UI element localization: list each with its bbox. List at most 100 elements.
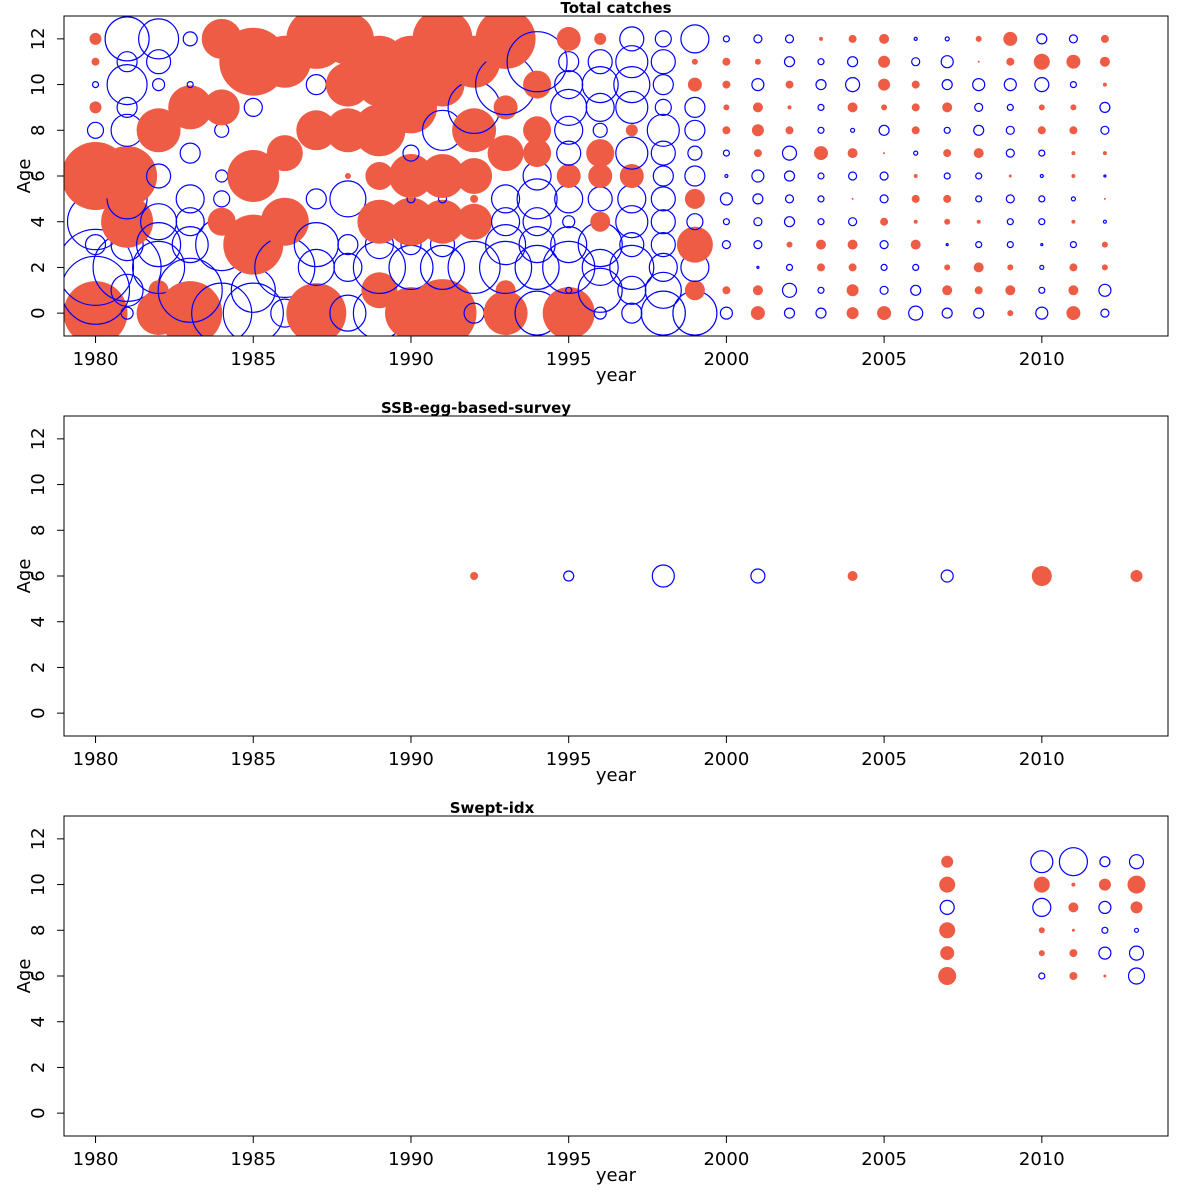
bubble-negative: [419, 244, 466, 290]
bubble-negative: [1102, 219, 1108, 224]
bubble-positive: [976, 219, 981, 224]
bubble-positive: [751, 124, 764, 137]
bubble-negative: [1038, 972, 1046, 980]
bubble-positive: [1007, 310, 1014, 317]
bubble-negative: [554, 184, 584, 214]
bubble-negative: [1103, 174, 1107, 178]
bubble-positive: [594, 32, 607, 45]
bubble-positive: [974, 286, 983, 295]
bubble-negative: [1005, 148, 1015, 158]
bubble-positive: [365, 162, 394, 190]
bubble-positive: [883, 152, 886, 155]
bubble-negative: [1030, 850, 1054, 874]
bubble-positive: [1071, 174, 1076, 178]
bubble-negative: [243, 97, 263, 118]
x-tick-label: 2010: [1019, 749, 1065, 770]
x-tick-label: 1980: [73, 349, 119, 370]
bubble-negative: [506, 31, 568, 93]
bubble-positive: [878, 78, 891, 91]
bubble-negative: [615, 45, 649, 79]
bubble-positive: [1068, 285, 1079, 296]
x-axis-label: year: [596, 365, 637, 386]
bubble-positive: [1007, 264, 1014, 271]
bubble-negative: [781, 282, 798, 298]
bubble-negative: [878, 124, 890, 136]
bubble-negative: [1069, 80, 1078, 89]
y-tick-label: 12: [28, 427, 49, 450]
bubble-positive: [881, 104, 888, 111]
bubble-positive: [420, 154, 465, 198]
bubble-negative: [784, 34, 795, 44]
bubble-positive: [879, 33, 890, 44]
y-tick-label: 8: [28, 125, 49, 136]
bubble-negative: [650, 140, 676, 166]
x-tick-label: 1990: [388, 1149, 434, 1170]
bubble-negative: [120, 306, 134, 320]
bubble-positive: [1103, 197, 1106, 200]
bubble-positive: [1038, 104, 1045, 111]
bubble-positive: [227, 150, 280, 202]
bubble-negative: [305, 73, 327, 96]
bubble-negative: [1100, 308, 1110, 318]
bubble-negative: [908, 305, 924, 321]
bubble-negative: [781, 145, 798, 161]
bubble-positive: [1071, 928, 1075, 932]
bubble-negative: [751, 77, 765, 92]
plot-frame: [63, 815, 1169, 1137]
bubble-positive: [1033, 876, 1050, 893]
y-tick-label: 12: [28, 27, 49, 50]
bubble-negative: [1100, 125, 1110, 135]
x-tick-label: 1985: [230, 349, 276, 370]
bubble-negative: [684, 119, 706, 141]
y-axis-label: Age: [14, 559, 35, 594]
bubble-negative: [116, 96, 138, 119]
bubble-positive: [814, 146, 828, 161]
bubble-negative: [1006, 103, 1014, 112]
x-tick-label: 2010: [1019, 349, 1065, 370]
bubble-negative: [230, 267, 276, 313]
x-tick-label: 2005: [861, 349, 907, 370]
chart-panel-3: 1980 1985 1990 1995 2000 2005 2010 0 2 4 6 8 10 12 yea…: [14, 799, 1169, 1186]
bubble-positive: [942, 285, 953, 296]
bubble-positive: [101, 195, 154, 248]
bubble-negative: [1038, 218, 1046, 226]
bubble-positive: [977, 60, 980, 63]
bubble-negative: [593, 306, 607, 320]
bubble-positive: [691, 58, 698, 65]
x-tick-label: 2000: [703, 349, 749, 370]
bubble-positive: [1130, 570, 1143, 582]
bubble-positive: [89, 32, 102, 45]
bubble-negative: [849, 127, 856, 133]
y-tick-label: 6: [28, 970, 49, 981]
x-tick-label: 1995: [546, 749, 592, 770]
bubble-positive: [1031, 566, 1052, 586]
bubble-negative: [1101, 926, 1109, 934]
x-tick-label: 1990: [388, 749, 434, 770]
bubble-positive: [389, 154, 433, 198]
bubble-negative: [479, 240, 533, 294]
bubble-positive: [89, 101, 102, 114]
bubble-negative: [652, 73, 674, 96]
bubble-negative: [750, 568, 766, 584]
bubble-positive: [943, 149, 952, 158]
chart-panel-1: 1980 1985 1990 1995 2000 2005 2010 0 2 4 6 8 10 12 yea…: [14, 0, 1169, 386]
bubble-positive: [1102, 82, 1107, 87]
bubble-negative: [563, 570, 575, 582]
bubble-negative: [1006, 241, 1014, 249]
bubble-positive: [523, 70, 552, 99]
bubble-negative: [333, 252, 363, 282]
bubble-negative: [752, 193, 764, 205]
bubble-negative: [784, 194, 795, 204]
bubble-negative: [581, 65, 619, 104]
bubble-positive: [687, 77, 702, 92]
bubble-positive: [487, 135, 524, 172]
bubble-negative: [975, 241, 983, 249]
bubble-positive: [556, 26, 581, 51]
bubble-positive: [817, 263, 825, 272]
bubble-negative: [817, 172, 825, 180]
bubble-positive: [910, 239, 921, 250]
bubble-negative: [1038, 195, 1046, 203]
bubble-negative: [911, 57, 921, 67]
chart-title: Total catches: [560, 0, 671, 17]
bubble-negative: [138, 18, 180, 60]
